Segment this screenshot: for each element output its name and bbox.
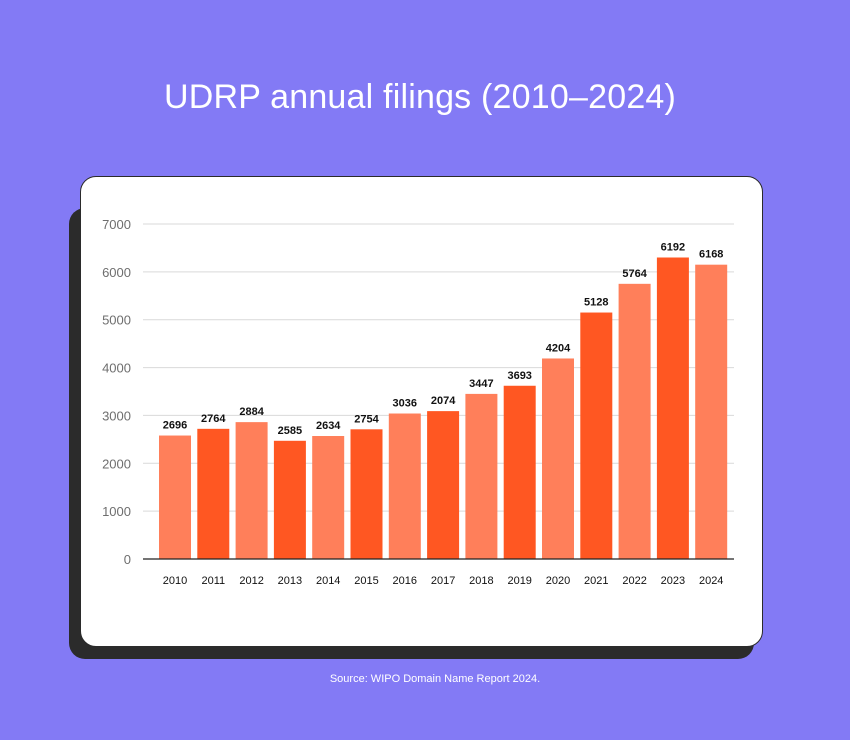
x-tick-label: 2022 [622,575,646,587]
bar [580,312,613,559]
data-label: 2764 [201,413,226,425]
bar [656,257,689,559]
y-tick-label: 2000 [102,456,131,471]
data-label: 2754 [354,413,379,425]
data-label: 2074 [431,395,456,407]
data-label: 5128 [584,297,608,309]
bar [618,283,651,559]
bar [503,385,536,559]
x-tick-label: 2013 [278,575,302,587]
y-tick-label: 6000 [102,265,131,280]
x-tick-label: 2018 [469,575,493,587]
bar [388,413,421,559]
data-label: 3447 [469,378,493,390]
data-label: 6192 [661,242,685,254]
bar [197,428,230,559]
x-tick-label: 2017 [431,575,455,587]
x-tick-label: 2016 [393,575,417,587]
data-label: 4204 [546,342,571,354]
bar [465,393,498,559]
data-label: 2696 [163,420,187,432]
x-tick-label: 2021 [584,575,608,587]
x-tick-label: 2020 [546,575,570,587]
x-tick-label: 2012 [239,575,263,587]
data-label: 3693 [507,370,531,382]
x-tick-label: 2015 [354,575,378,587]
y-tick-label: 0 [124,552,131,567]
bar [273,440,306,559]
bar [427,411,460,559]
bar [350,429,383,559]
y-tick-label: 5000 [102,313,131,328]
x-tick-label: 2014 [316,575,340,587]
y-tick-label: 7000 [102,217,131,232]
source-note: Source: WIPO Domain Name Report 2024. [329,673,541,685]
x-tick-label: 2023 [661,575,685,587]
data-label: 2634 [316,420,341,432]
x-tick-label: 2024 [699,575,723,587]
bar [235,422,268,559]
bar [312,436,345,559]
x-tick-label: 2011 [201,575,225,587]
data-label: 2884 [239,406,264,418]
y-tick-label: 1000 [102,504,131,519]
data-label: 3036 [393,398,417,410]
data-label: 5764 [622,268,647,280]
x-tick-label: 2010 [163,575,187,587]
x-tick-label: 2019 [507,575,531,587]
y-tick-label: 4000 [102,361,131,376]
chart-title: UDRP annual filings (2010–2024) [163,78,677,116]
bar [542,358,574,559]
data-label: 2585 [278,425,302,437]
bar [159,435,191,559]
y-tick-label: 3000 [102,408,131,423]
data-label: 6168 [699,249,723,261]
bar [695,264,728,559]
